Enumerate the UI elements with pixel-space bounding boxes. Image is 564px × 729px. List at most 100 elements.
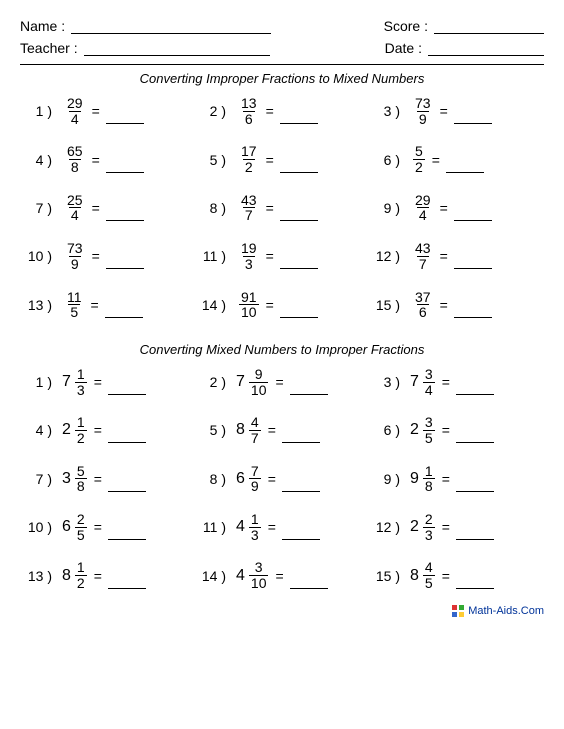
problem-number: 3 ): [374, 374, 404, 390]
numerator: 11: [65, 290, 84, 305]
answer-blank[interactable]: [280, 207, 318, 221]
answer-blank[interactable]: [106, 110, 144, 124]
fraction: 739: [413, 96, 433, 126]
fraction: 376: [413, 290, 433, 320]
whole-number: 4: [236, 518, 245, 536]
problem-number: 15 ): [374, 297, 404, 313]
answer-blank[interactable]: [282, 478, 320, 492]
equals-sign: =: [94, 471, 102, 487]
header-row-1: Name : Score :: [20, 18, 544, 34]
whole-number: 8: [410, 567, 419, 585]
answer-blank[interactable]: [454, 110, 492, 124]
denominator: 9: [417, 111, 429, 127]
answer-blank[interactable]: [456, 526, 494, 540]
denominator: 2: [413, 159, 425, 175]
score-field: Score :: [384, 18, 544, 34]
answer-blank[interactable]: [454, 207, 492, 221]
date-blank[interactable]: [428, 40, 544, 56]
problem-item: 2 )136=: [200, 96, 364, 126]
problem-item: 2 )7910=: [200, 367, 364, 397]
equals-sign: =: [92, 103, 100, 119]
fraction: 310: [249, 560, 269, 590]
problem-item: 13 )812=: [26, 560, 190, 590]
problem-number: 15 ): [374, 568, 404, 584]
denominator: 10: [249, 575, 269, 591]
denominator: 3: [75, 382, 87, 398]
fraction: 437: [413, 241, 433, 271]
answer-blank[interactable]: [282, 526, 320, 540]
problem-item: 1 )294=: [26, 96, 190, 126]
equals-sign: =: [440, 297, 448, 313]
equals-sign: =: [94, 519, 102, 535]
equals-sign: =: [268, 471, 276, 487]
problem-number: 9 ): [374, 471, 404, 487]
numerator: 1: [75, 415, 87, 430]
answer-blank[interactable]: [280, 255, 318, 269]
denominator: 4: [69, 111, 81, 127]
denominator: 7: [243, 207, 255, 223]
problem-number: 2 ): [200, 374, 230, 390]
answer-blank[interactable]: [456, 381, 494, 395]
problem-number: 10 ): [26, 519, 56, 535]
footer-logo-icon: [452, 605, 464, 617]
problem-item: 8 )679=: [200, 464, 364, 494]
score-blank[interactable]: [434, 18, 544, 34]
answer-blank[interactable]: [106, 159, 144, 173]
teacher-blank[interactable]: [84, 40, 270, 56]
equals-sign: =: [94, 374, 102, 390]
denominator: 10: [249, 382, 269, 398]
equals-sign: =: [92, 248, 100, 264]
answer-blank[interactable]: [105, 304, 143, 318]
problem-number: 12 ): [374, 519, 404, 535]
answer-blank[interactable]: [280, 304, 318, 318]
answer-blank[interactable]: [454, 304, 492, 318]
problem-number: 5 ): [200, 152, 230, 168]
answer-blank[interactable]: [108, 526, 146, 540]
numerator: 1: [75, 560, 87, 575]
answer-blank[interactable]: [108, 429, 146, 443]
name-field: Name :: [20, 18, 384, 34]
denominator: 4: [417, 207, 429, 223]
answer-blank[interactable]: [290, 575, 328, 589]
denominator: 8: [69, 159, 81, 175]
denominator: 8: [423, 478, 435, 494]
denominator: 7: [249, 430, 261, 446]
name-blank[interactable]: [71, 18, 271, 34]
problem-item: 4 )212=: [26, 415, 190, 445]
answer-blank[interactable]: [108, 381, 146, 395]
answer-blank[interactable]: [106, 255, 144, 269]
equals-sign: =: [442, 519, 450, 535]
problem-number: 5 ): [200, 422, 230, 438]
problem-number: 11 ): [200, 519, 230, 535]
answer-blank[interactable]: [282, 429, 320, 443]
problem-item: 14 )9110=: [200, 290, 364, 320]
answer-blank[interactable]: [456, 478, 494, 492]
numerator: 19: [239, 241, 259, 256]
problem-item: 1 )713=: [26, 367, 190, 397]
equals-sign: =: [94, 422, 102, 438]
answer-blank[interactable]: [456, 575, 494, 589]
problem-number: 8 ): [200, 200, 230, 216]
answer-blank[interactable]: [290, 381, 328, 395]
denominator: 2: [75, 575, 87, 591]
answer-blank[interactable]: [106, 207, 144, 221]
problem-number: 4 ): [26, 152, 56, 168]
answer-blank[interactable]: [280, 110, 318, 124]
problem-item: 14 )4310=: [200, 560, 364, 590]
answer-blank[interactable]: [446, 159, 484, 173]
problem-number: 13 ): [26, 568, 56, 584]
answer-blank[interactable]: [108, 575, 146, 589]
answer-blank[interactable]: [108, 478, 146, 492]
whole-number: 2: [410, 421, 419, 439]
answer-blank[interactable]: [456, 429, 494, 443]
problem-item: 12 )437=: [374, 241, 538, 271]
fraction: 52: [413, 144, 425, 174]
fraction: 294: [413, 193, 433, 223]
numerator: 17: [239, 144, 259, 159]
whole-number: 2: [62, 421, 71, 439]
score-label: Score :: [384, 18, 428, 34]
answer-blank[interactable]: [454, 255, 492, 269]
answer-blank[interactable]: [280, 159, 318, 173]
numerator: 91: [239, 290, 259, 305]
equals-sign: =: [275, 374, 283, 390]
